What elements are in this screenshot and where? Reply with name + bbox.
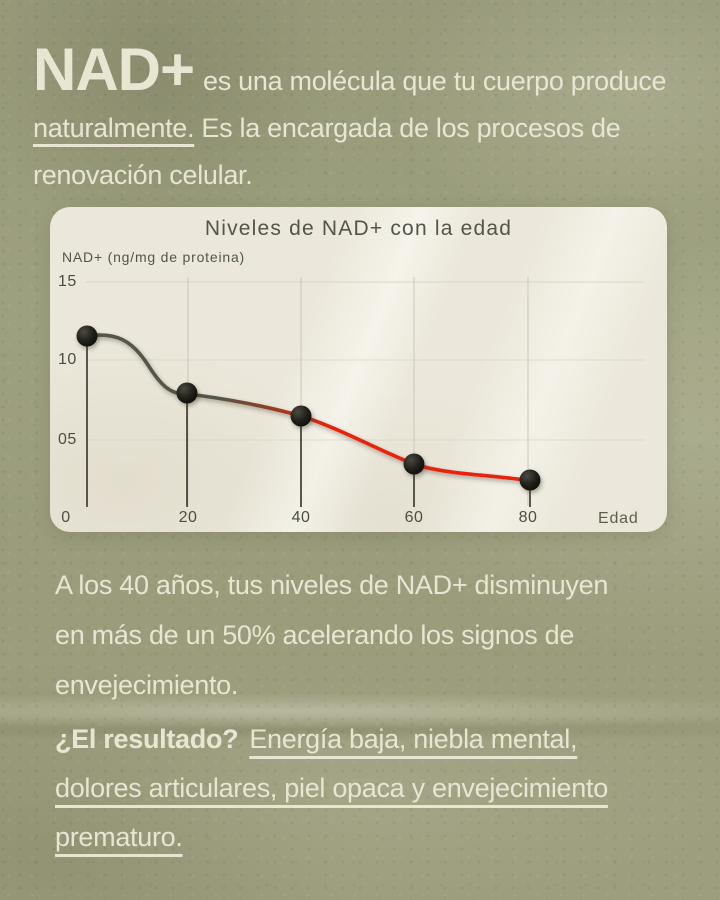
x-tick-40: 40: [291, 509, 311, 526]
decline-line-1: A los 40 años, tus niveles de NAD+ dismi…: [55, 570, 609, 600]
chart-title: Niveles de NAD+ con la edad: [204, 217, 513, 240]
data-point-age-20: [176, 382, 198, 404]
x-axis-label: Edad: [598, 510, 639, 527]
y-tick-05: 05: [58, 431, 77, 448]
header-line2-text: Es la encargada de los procesos de: [194, 113, 621, 143]
header-text: NAD+ es una molécula que tu cuerpo produc…: [33, 40, 667, 199]
result-question-bold: ¿El resultado?: [55, 724, 239, 754]
decline-line-3: envejecimiento.: [55, 670, 239, 700]
x-tick-20: 20: [178, 509, 198, 526]
horizontal-gridlines: [86, 281, 644, 441]
result-symptoms-2: dolores articulares, piel opaca y enveje…: [55, 773, 608, 803]
vertical-gridlines: [187, 277, 529, 506]
data-point-age-40: [290, 405, 312, 427]
result-line-3: prematuro.: [55, 813, 608, 862]
result-line-2: dolores articulares, piel opaca y enveje…: [55, 764, 608, 813]
header-line-2: naturalmente. Es la encargada de los pro…: [33, 105, 666, 152]
result-symptoms-3: prematuro.: [55, 822, 183, 852]
result-symptoms-1: Energía baja, niebla mental,: [249, 724, 578, 754]
nad-chart-card: Niveles de NAD+ con la edad NAD+ (ng/mg …: [50, 207, 667, 532]
nad-line-chart: [76, 277, 644, 507]
result-line-1: ¿El resultado? Energía baja, niebla menta…: [55, 715, 608, 764]
decline-line-2: en más de un 50% acelerando los signos d…: [55, 620, 575, 650]
x-tick-60: 60: [404, 509, 424, 526]
nad-decline-curve: [85, 333, 532, 483]
y-tick-15: 15: [58, 273, 77, 290]
data-point-age-80: [519, 469, 541, 491]
data-points: [76, 325, 541, 491]
y-axis-label: NAD+ (ng/mg de proteina): [62, 249, 246, 265]
header-line-3: renovación celular.: [33, 152, 666, 199]
data-point-age-0: [76, 325, 98, 347]
header-underlined-word: naturalmente.: [33, 113, 195, 143]
brand-nad-title: NAD+: [33, 36, 195, 103]
body-paragraph-decline: A los 40 años, tus niveles de NAD+ dismi…: [55, 560, 608, 710]
header-line1-text: es una molécula que tu cuerpo produce: [203, 66, 667, 96]
header-line-1: NAD+ es una molécula que tu cuerpo produc…: [33, 40, 667, 105]
body-paragraph-result: ¿El resultado? Energía baja, niebla menta…: [55, 715, 608, 862]
x-tick-80: 80: [518, 509, 538, 526]
y-tick-10: 10: [58, 351, 77, 368]
data-point-age-60: [403, 453, 425, 475]
x-tick-0: 0: [61, 509, 71, 526]
header-line3-text: renovación celular.: [33, 160, 253, 190]
